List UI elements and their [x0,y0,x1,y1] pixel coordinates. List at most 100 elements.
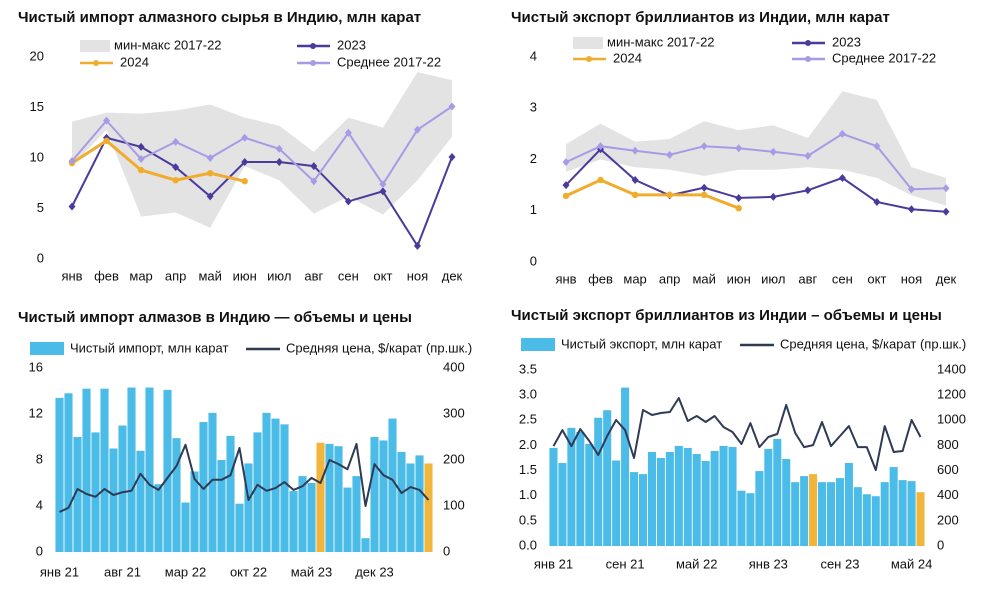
x-tick-label: авг [798,271,817,286]
point [631,191,639,199]
bar [674,445,683,546]
x-tick-label: ноя [407,268,428,283]
y-tick-label: 0 [443,543,450,558]
legend-label: Среднее 2017-22 [337,54,441,69]
bar [343,487,352,552]
y-tick-label: 800 [937,437,959,452]
bar [603,410,612,546]
y-tick-label: 1200 [937,387,966,402]
bar [325,443,334,552]
y-tick-label: 400 [937,487,959,502]
x-tick-label: июн [233,268,257,283]
bar [585,443,594,546]
chart-title: Чистый экспорт бриллиантов из Индии, млн… [511,9,890,26]
bar [271,418,280,552]
bar [612,460,621,546]
point [310,177,318,186]
bar [656,458,665,546]
bar [638,474,648,546]
x-tick-label: янв 21 [40,564,79,579]
point [344,197,352,206]
point [379,187,387,196]
legend-label: Чистый импорт, млн карат [70,340,228,355]
bar [737,490,746,546]
legend-marker [310,60,316,66]
bar [280,424,289,552]
y-tick-label: 3.0 [519,387,537,402]
bar [415,455,424,552]
point [241,178,248,185]
point [735,193,743,202]
bar [710,450,719,546]
point [562,181,570,190]
x-tick-label: мар [129,268,152,283]
bar [621,387,630,546]
x-tick-label: сен [338,268,359,283]
bar [576,431,585,546]
y-tick-label: 400 [443,359,465,374]
point [172,137,180,146]
legend-label: Средняя цена, $/карат (пр.шк.) [286,340,472,355]
point [68,202,76,211]
bar [91,432,100,552]
bar [728,446,737,546]
point [631,176,639,184]
x-tick-label: ноя [901,271,922,286]
bar [109,448,118,552]
point [838,173,846,182]
x-tick-label: май 22 [676,556,718,571]
bar [145,387,154,552]
x-tick-label: авг 21 [104,564,141,579]
y-tick-label: 1400 [937,361,966,376]
x-tick-label: сен 21 [606,556,645,571]
point [344,128,352,137]
series-line [71,138,246,183]
price-line [552,397,922,472]
y-tick-label: 20 [30,48,44,63]
legend-label: Средняя цена, $/карат (пр.шк.) [780,336,966,351]
x-tick-label: янв 21 [534,556,573,571]
bar [379,440,388,552]
y-tick-label: 15 [30,99,44,114]
y-tick-label: 16 [29,359,43,374]
point [275,144,283,153]
point [413,125,421,134]
series-line [71,105,453,187]
x-tick-label: апр [659,271,681,286]
bar [181,502,190,552]
legend-marker [310,43,316,49]
bar [549,447,558,546]
legend-label: Среднее 2017-22 [832,50,936,65]
bar [217,460,226,552]
point [804,186,812,195]
point [206,154,214,162]
point [804,151,812,160]
bar [100,388,109,552]
point [562,158,570,167]
point [942,184,950,193]
bar [898,480,907,546]
y-tick-label: 1.0 [519,487,537,502]
bar [719,445,728,546]
bar [163,389,172,552]
y-tick-label: 0 [36,543,43,558]
bar [190,471,199,552]
bar [871,496,880,546]
bar [773,438,782,546]
point [448,152,456,161]
y-tick-label: 200 [443,451,465,466]
bar [665,451,674,546]
point [735,144,743,153]
y-tick-label: 3 [530,100,537,115]
bar [692,453,701,546]
point [838,129,846,138]
legend-label: Чистый экспорт, млн карат [561,336,722,351]
bar [782,459,791,546]
bar [55,397,64,552]
bar [73,437,82,552]
bar [862,494,871,546]
legend-label: 2024 [120,54,149,69]
price-line [59,442,430,513]
bar [880,482,889,546]
x-tick-label: дек 23 [355,564,394,579]
